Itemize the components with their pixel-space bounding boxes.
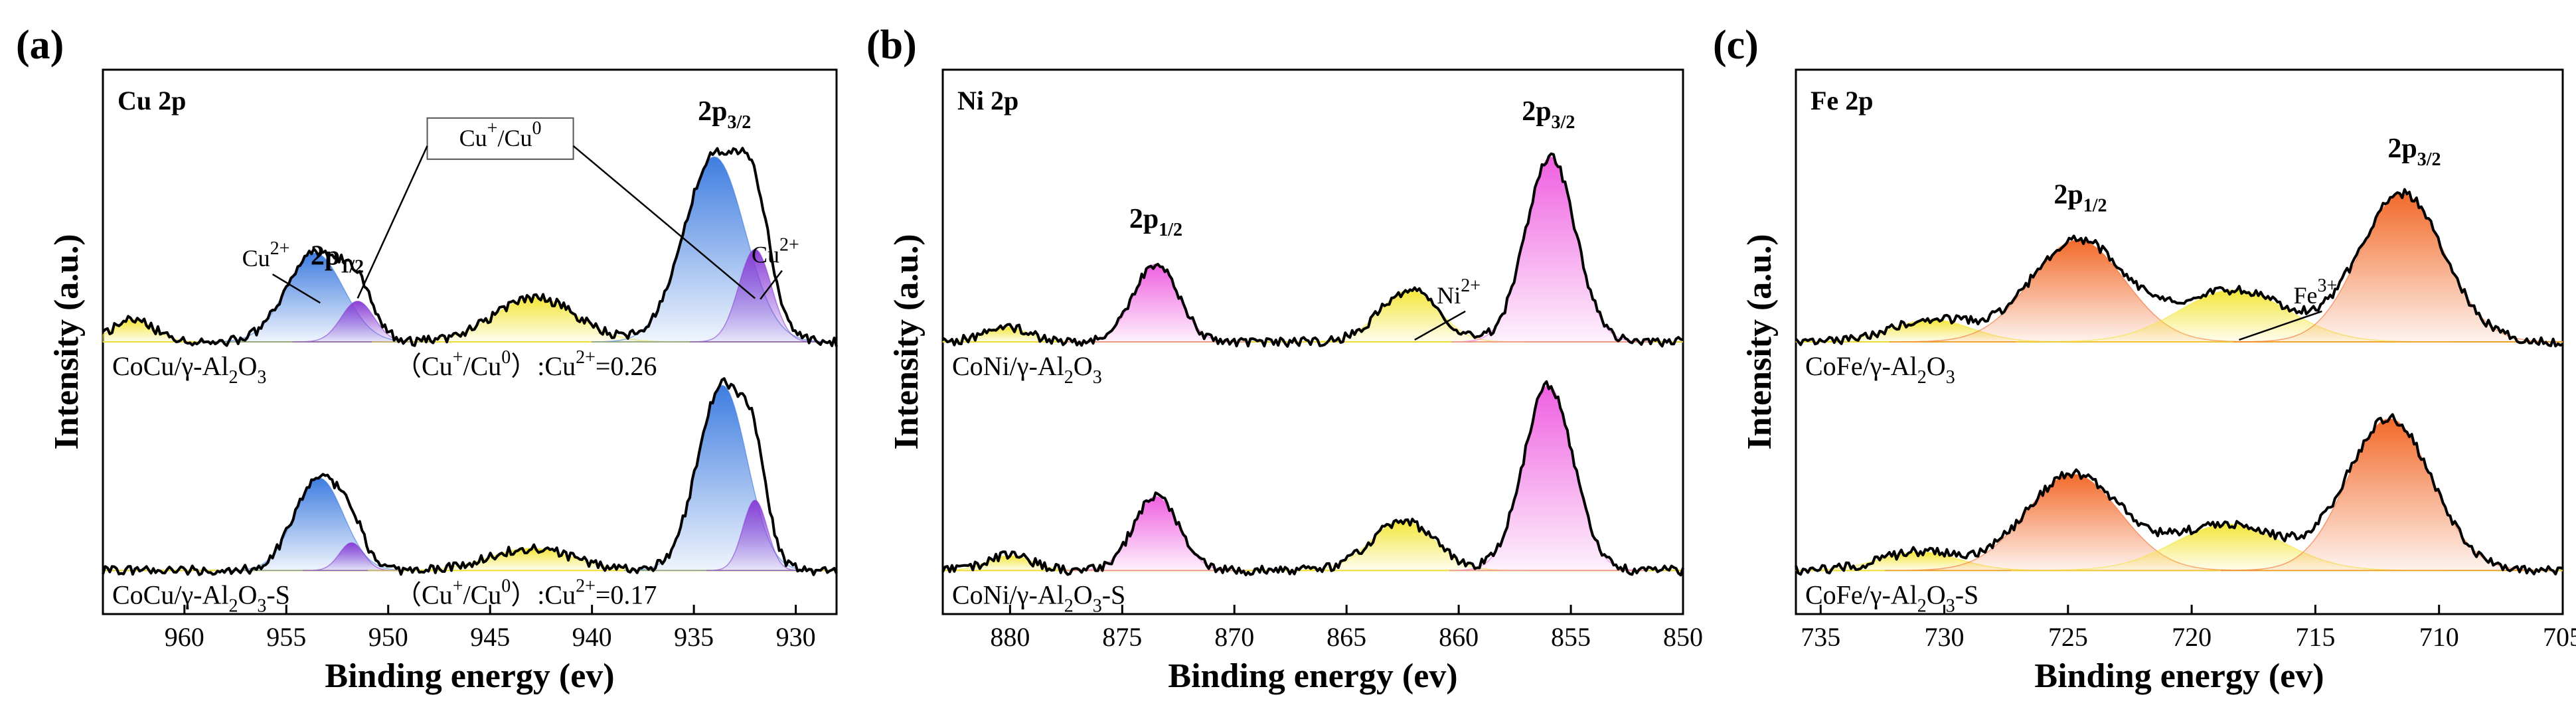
- panel-2: (c) Fe 2p 735 730 725 720 715 710 705 Binding ene…: [1713, 23, 2576, 695]
- boxed-label-frame: [426, 117, 574, 160]
- species-label: Cu2+: [242, 238, 290, 272]
- x-tick-label: 715: [2295, 622, 2335, 652]
- x-tick-label: 730: [1925, 622, 1965, 652]
- fit-peak: [1449, 384, 1648, 572]
- x-tick-label: 860: [1439, 622, 1479, 652]
- x-tick-label: 875: [1102, 622, 1142, 652]
- spectrum-line: [941, 152, 1684, 348]
- fit-peak: [302, 542, 401, 572]
- y-axis-title: Intensity (a.u.): [888, 234, 926, 449]
- sample-label: CoNi/γ-Al2O3: [952, 351, 1102, 388]
- x-axis-title: Binding energy (ev): [1168, 657, 1457, 695]
- species-arrow: [272, 274, 321, 304]
- fit-peak: [1066, 496, 1246, 572]
- x-axis-title: Binding energy (ev): [325, 657, 614, 695]
- boxed-species-label: Cu+/Cu0: [459, 118, 542, 151]
- x-tick-label: 940: [572, 622, 612, 652]
- panel-0: (a) Cu 2p 960 955 950 945 940 935 930 Binding ene…: [16, 23, 838, 695]
- panel-1: (b) Ni 2p 880 875 870 865 860 855 850 Binding ene…: [866, 23, 1703, 695]
- fit-peak: [1066, 264, 1246, 343]
- species-label: Cu2+: [752, 235, 799, 268]
- y-axis-title: Intensity (a.u.): [48, 234, 86, 449]
- sample-label: CoFe/γ-Al2O3-S: [1805, 580, 1978, 616]
- orbital-label: 2p3/2: [698, 96, 751, 133]
- species-label: Ni2+: [1437, 275, 1481, 309]
- x-tick-label: 725: [2048, 622, 2088, 652]
- panel-title: Cu 2p: [118, 86, 186, 116]
- x-tick-label: 735: [1801, 622, 1840, 652]
- x-tick-label: 945: [470, 622, 510, 652]
- series-1: CoCu/γ-Al2O3-S （Cu+/Cu0）:Cu2+=0.17: [102, 377, 838, 616]
- x-tick-label: 930: [776, 622, 816, 652]
- x-tick-label: 935: [674, 622, 714, 652]
- sample-label: CoNi/γ-Al2O3-S: [952, 580, 1125, 616]
- species-arrow: [2239, 310, 2322, 341]
- panel-letter: (a): [16, 23, 64, 68]
- fit-peak: [591, 156, 837, 343]
- ratio-label: （Cu+/Cu0）:Cu2+=0.17: [395, 576, 657, 609]
- orbital-label: 2p1/2: [311, 241, 364, 277]
- x-tick-label: 950: [368, 622, 408, 652]
- boxed-arrow-left: [357, 145, 428, 299]
- series-0: CoNi/γ-Al2O3: [941, 152, 1684, 388]
- x-tick-label: 855: [1551, 622, 1591, 652]
- sample-label: CoFe/γ-Al2O3: [1805, 351, 1955, 388]
- ratio-label: （Cu+/Cu0）:Cu2+=0.26: [395, 347, 657, 381]
- orbital-label: 2p1/2: [2053, 180, 2107, 216]
- spectrum-line: [102, 377, 838, 576]
- sample-label: CoCu/γ-Al2O3-S: [112, 580, 290, 616]
- x-tick-label: 960: [165, 622, 204, 652]
- orbital-label: 2p3/2: [1522, 96, 1575, 133]
- sample-label: CoCu/γ-Al2O3: [112, 351, 266, 388]
- x-tick-label: 865: [1327, 622, 1366, 652]
- panel-letter: (b): [866, 23, 917, 68]
- orbital-label: 2p3/2: [2387, 133, 2441, 170]
- series-1: CoNi/γ-Al2O3-S: [941, 380, 1684, 616]
- fit-peak: [220, 477, 417, 572]
- species-label: Fe3+: [2294, 275, 2338, 309]
- y-axis-title: Intensity (a.u.): [1741, 234, 1779, 449]
- x-tick-label: 870: [1214, 622, 1254, 652]
- fit-peak: [689, 248, 821, 343]
- orbital-label: 2p1/2: [1129, 204, 1182, 240]
- x-tick-label: 955: [266, 622, 306, 652]
- x-tick-label: 880: [990, 622, 1030, 652]
- x-tick-label: 720: [2172, 622, 2212, 652]
- species-arrow: [1414, 310, 1466, 341]
- panel-title: Ni 2p: [957, 86, 1018, 116]
- fit-peak: [706, 499, 804, 572]
- series-1: CoFe/γ-Al2O3-S: [1795, 413, 2563, 616]
- panel-letter: (c): [1713, 23, 1759, 68]
- x-axis-title: Binding energy (ev): [2034, 657, 2324, 695]
- spectrum-line: [1795, 188, 2563, 348]
- x-tick-label: 850: [1663, 622, 1703, 652]
- spectrum-line: [1795, 413, 2563, 576]
- series-0: CoCu/γ-Al2O3 （Cu+/Cu0）:Cu2+=0.26: [102, 147, 838, 388]
- x-tick-label: 710: [2419, 622, 2459, 652]
- x-tick-label: 705: [2543, 622, 2576, 652]
- series-0: CoFe/γ-Al2O3: [1795, 188, 2563, 388]
- species-arrow: [760, 270, 783, 300]
- fit-peak: [1451, 156, 1650, 343]
- spectrum-line: [102, 147, 838, 347]
- boxed-arrow-right: [572, 145, 756, 299]
- panel-title: Fe 2p: [1811, 86, 1873, 116]
- spectrum-line: [941, 380, 1684, 577]
- fit-peak: [624, 384, 821, 572]
